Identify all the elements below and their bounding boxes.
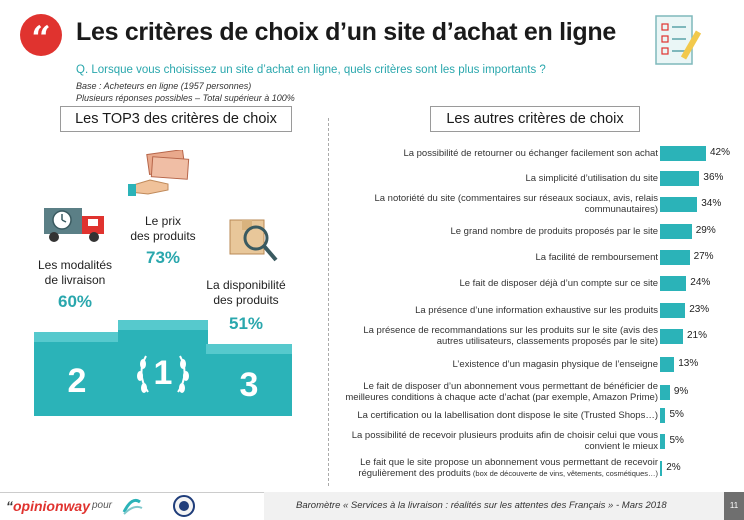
multiple-answers-note: Plusieurs réponses possibles – Total sup… — [76, 93, 295, 103]
podium-3-value: 51% — [228, 314, 264, 333]
bar — [660, 384, 670, 400]
podium-1-value: 73% — [145, 248, 181, 267]
page-number: 11 — [724, 492, 744, 520]
section-divider — [328, 118, 329, 486]
checklist-icon — [655, 15, 702, 65]
bar-category-label: La facilité de remboursement — [535, 251, 658, 263]
bar-value-label: 29% — [695, 225, 716, 236]
bar — [660, 249, 690, 265]
bar — [660, 328, 683, 344]
footer-pour: pour — [92, 500, 113, 511]
bar-value-label: 27% — [693, 251, 714, 262]
bar-category-label: La possibilité de retourner ou échanger … — [403, 147, 658, 159]
bar-category-label: Le grand nombre de produits proposés par… — [450, 225, 658, 237]
bar-category-label: La certification ou la labellisation don… — [357, 409, 658, 421]
footer-band — [264, 492, 724, 520]
podium-1-block: 1 — [118, 330, 208, 416]
podium-3-block: 3 — [206, 354, 292, 416]
survey-question: Q. Lorsque vous choisissez un site d’ach… — [76, 64, 546, 76]
podium-2-label: Les modalités de livraison — [37, 258, 113, 287]
podium-3-top — [206, 344, 292, 354]
bar-value-label: 5% — [669, 435, 684, 446]
bar-category-label: La simplicité d’utilisation du site — [525, 172, 658, 184]
bar — [660, 170, 700, 186]
top3-heading: Les TOP3 des critères de choix — [60, 106, 292, 132]
bar-category-label: Le fait de disposer d’un abonnement vous… — [345, 381, 658, 403]
bar-value-label: 5% — [669, 409, 684, 420]
podium-1-top — [118, 320, 208, 330]
bar-value-label: 36% — [703, 172, 724, 183]
bar-value-label: 24% — [690, 277, 711, 288]
bar-category-label: La possibilité de recevoir plusieurs pro… — [351, 430, 658, 452]
bar — [660, 433, 666, 449]
bar-category-label: La présence d’une information exhaustive… — [415, 304, 658, 316]
bar — [660, 460, 663, 476]
other-criteria-bar-chart: La possibilité de retourner ou échanger … — [330, 140, 744, 490]
bar-value-label: 2% — [666, 462, 681, 473]
bar — [660, 302, 686, 318]
quote-icon: “ — [20, 14, 62, 59]
other-criteria-heading: Les autres critères de choix — [430, 106, 640, 132]
opinionway-logo: “opinionway — [6, 498, 90, 514]
bar-category-label: La présence de recommandations sur les p… — [363, 325, 658, 347]
gs1-logo-icon — [173, 495, 195, 517]
bar — [660, 145, 706, 161]
podium-2-top — [34, 332, 120, 342]
podium-2-rank: 2 — [67, 362, 87, 400]
bar-value-label: 9% — [673, 386, 689, 397]
partner-logo-icon — [122, 498, 143, 515]
bar-value-label: 13% — [678, 358, 699, 369]
bar — [660, 356, 675, 372]
podium-1-rank: 1 — [153, 354, 173, 392]
podium-3-rank: 3 — [239, 366, 259, 404]
laurel-icon — [137, 355, 189, 393]
podium-2-value: 60% — [57, 292, 93, 311]
podium-2-block: 2 — [34, 342, 120, 416]
bar-value-label: 34% — [701, 198, 722, 209]
podium-1-label: Le prix des produits — [130, 214, 196, 243]
podium-3-label: La disponibilité des produits — [206, 278, 286, 307]
money-hand-icon — [128, 150, 190, 196]
bar-category-label: L’existence d’un magasin physique de l’e… — [452, 358, 658, 370]
page-title: Les critères de choix d’un site d’achat … — [76, 18, 616, 46]
bar — [660, 223, 692, 239]
barometer-title: Baromètre « Services à la livraison : ré… — [296, 500, 667, 511]
bar-value-label: 21% — [687, 330, 708, 341]
bar-category-label: Le fait de disposer déjà d’un compte sur… — [459, 277, 658, 289]
bar — [660, 196, 698, 212]
bar — [660, 407, 666, 423]
bar — [660, 275, 687, 291]
bar-value-label: 42% — [710, 147, 731, 158]
bar-category-label: La notoriété du site (commentaires sur r… — [374, 193, 658, 215]
survey-base: Base : Acheteurs en ligne (1957 personne… — [76, 81, 252, 91]
bar-category-label: Le fait que le site propose un abonnemen… — [358, 457, 658, 479]
bar-value-label: 23% — [689, 304, 710, 315]
box-magnifier-icon — [229, 219, 278, 262]
delivery-truck-icon — [44, 208, 104, 242]
